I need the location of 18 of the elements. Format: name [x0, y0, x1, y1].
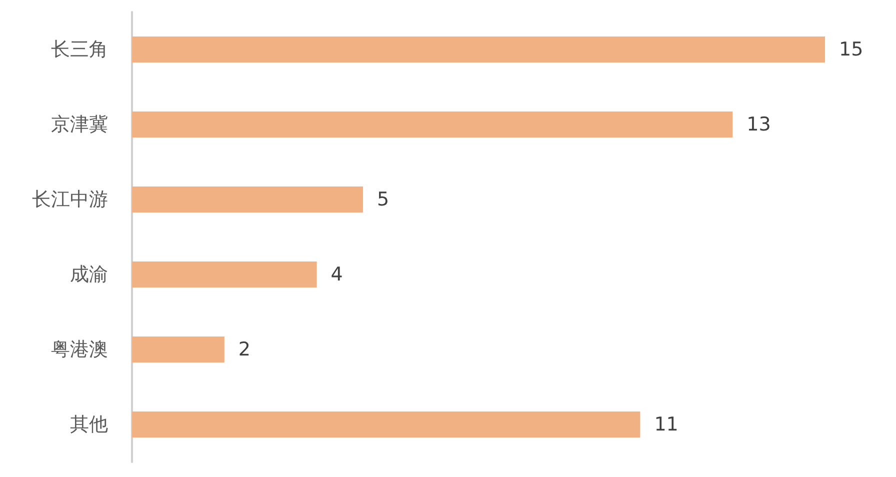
bar — [132, 112, 733, 138]
data-label: 13 — [746, 114, 771, 136]
data-label: 15 — [839, 38, 864, 60]
data-label: 4 — [330, 264, 343, 286]
data-label: 11 — [654, 414, 678, 436]
y-tick-label: 长江中游 — [32, 188, 108, 210]
y-tick-label: 京津冀 — [51, 114, 108, 136]
data-label: 2 — [238, 338, 250, 360]
data-label: 5 — [377, 188, 390, 210]
y-tick-label: 成渝 — [70, 264, 108, 286]
y-tick-label: 长三角 — [51, 38, 108, 60]
bar — [132, 336, 224, 362]
y-tick-label: 粤港澳 — [51, 338, 108, 360]
bar — [132, 36, 825, 62]
bar — [132, 262, 317, 288]
y-tick-label: 其他 — [70, 414, 108, 436]
bar — [132, 412, 640, 438]
bar — [132, 186, 363, 212]
